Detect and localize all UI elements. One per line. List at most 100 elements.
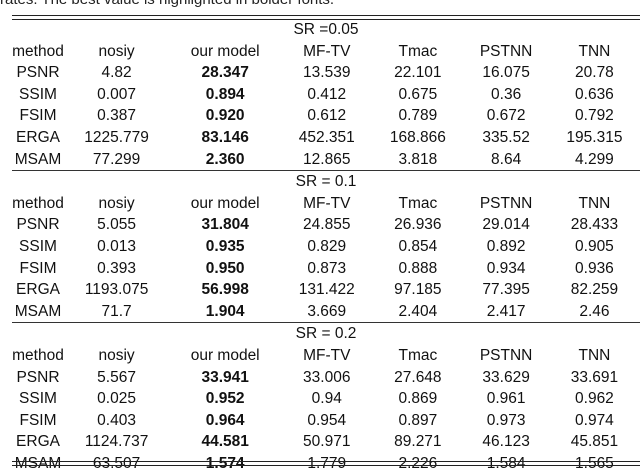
metric-value: 195.315 xyxy=(566,128,623,146)
metric-value: 2.404 xyxy=(398,302,438,320)
column-header: TNN xyxy=(578,194,611,212)
metric-value: 33.691 xyxy=(570,368,619,386)
best-value: 33.941 xyxy=(201,368,249,386)
top-rule-2 xyxy=(12,18,640,20)
table-row: MSAM 71.7 1.904 3.669 2.404 2.417 2.46 xyxy=(12,301,640,323)
metric-value: 0.935 xyxy=(169,236,281,258)
best-value: 0.952 xyxy=(205,390,245,408)
metric-value: 45.851 xyxy=(570,433,619,451)
best-value: 1.574 xyxy=(205,454,245,472)
metric-value: 2.46 xyxy=(579,302,610,320)
metric-name: FSIM xyxy=(19,259,57,277)
metric-value: 24.855 xyxy=(303,216,351,234)
metric-value: 2.417 xyxy=(486,302,526,320)
metric-value: 0.789 xyxy=(398,107,438,125)
metric-value: 8.64 xyxy=(491,150,522,168)
metric-value: 56.998 xyxy=(169,279,281,301)
metric-name: ERGA xyxy=(16,433,60,451)
metric-value: 0.897 xyxy=(398,411,438,429)
metric-value: 0.675 xyxy=(398,85,438,103)
metric-value: 20.78 xyxy=(575,64,614,82)
metric-value: 335.52 xyxy=(482,128,530,146)
table-row: PSNR 4.82 28.347 13.539 22.101 16.075 20.78 xyxy=(12,62,640,84)
metric-value: 0.94 xyxy=(311,390,342,408)
metric-name: SSIM xyxy=(19,390,57,408)
bottom-rule xyxy=(12,461,640,463)
metric-name: ERGA xyxy=(16,281,60,299)
metric-value: 26.936 xyxy=(394,216,442,234)
column-header: method xyxy=(12,346,64,364)
top-rule xyxy=(12,15,640,17)
metric-value: 2.226 xyxy=(398,454,438,472)
metric-name: MSAM xyxy=(14,150,62,168)
column-header: method xyxy=(12,194,64,212)
column-header: PSTNN xyxy=(479,346,533,364)
column-header: TNN xyxy=(578,42,611,60)
column-header: our model xyxy=(190,346,260,364)
metric-value: 0.013 xyxy=(97,237,136,255)
metric-value: 0.936 xyxy=(575,259,614,277)
table-row: FSIM 0.393 0.950 0.873 0.888 0.934 0.936 xyxy=(12,258,640,280)
bottom-rule-2 xyxy=(12,464,640,466)
metric-value: 0.869 xyxy=(398,390,438,408)
metric-value: 1.779 xyxy=(307,454,347,472)
best-value: 2.360 xyxy=(205,150,245,168)
table-row: ERGA 1124.737 44.581 50.971 89.271 46.123 45.8… xyxy=(12,431,640,453)
metric-value: 0.025 xyxy=(97,390,136,408)
metric-value: 3.669 xyxy=(307,302,347,320)
metric-name: ERGA xyxy=(16,128,60,146)
best-value: 56.998 xyxy=(201,281,249,299)
metric-value: 0.934 xyxy=(486,259,526,277)
metric-value: 4.82 xyxy=(101,64,132,82)
column-header: Tmac xyxy=(398,194,438,212)
best-value: 44.581 xyxy=(201,433,249,451)
metric-name: PSNR xyxy=(16,64,60,82)
metric-value: 50.971 xyxy=(303,433,351,451)
column-header: MF-TV xyxy=(303,42,351,60)
best-value: 31.804 xyxy=(201,216,249,234)
metric-value: 28.347 xyxy=(169,62,281,84)
metric-value: 1.574 xyxy=(169,453,281,474)
metric-value: 5.567 xyxy=(97,368,136,386)
metric-value: 44.581 xyxy=(169,431,281,453)
metric-value: 4.299 xyxy=(575,150,614,168)
table-row: SSIM 0.013 0.935 0.829 0.854 0.892 0.905 xyxy=(12,236,640,258)
metric-value: 12.865 xyxy=(303,150,351,168)
metric-value: 0.387 xyxy=(97,107,136,125)
block-header-row: SR = 0.1 xyxy=(12,170,640,193)
column-header: MF-TV xyxy=(303,194,351,212)
best-value: 1.904 xyxy=(205,302,245,320)
metric-value: 22.101 xyxy=(394,64,442,82)
metric-value: 0.894 xyxy=(169,84,281,106)
metric-name: MSAM xyxy=(14,302,62,320)
metric-name: FSIM xyxy=(19,107,57,125)
sampling-rate-title: SR = 0.1 xyxy=(12,170,640,193)
metric-value: 0.672 xyxy=(486,107,526,125)
metric-value: 33.629 xyxy=(482,368,530,386)
metric-value: 97.185 xyxy=(394,281,442,299)
metric-name: FSIM xyxy=(19,411,57,429)
metric-value: 3.818 xyxy=(398,150,438,168)
block-header-row: SR =0.05 xyxy=(12,19,640,41)
metric-value: 5.055 xyxy=(97,216,136,234)
metric-value: 29.014 xyxy=(482,216,530,234)
metric-value: 13.539 xyxy=(303,64,351,82)
metric-value: 16.075 xyxy=(482,64,530,82)
metric-value: 31.804 xyxy=(169,214,281,236)
block-header-row: SR = 0.2 xyxy=(12,322,640,345)
metric-value: 1.565 xyxy=(575,454,614,472)
metric-value: 71.7 xyxy=(101,302,132,320)
metric-value: 1193.075 xyxy=(84,281,149,299)
column-header: nosiy xyxy=(98,42,135,60)
metric-name: PSNR xyxy=(16,216,60,234)
metric-value: 0.952 xyxy=(169,388,281,410)
column-header: nosiy xyxy=(98,194,135,212)
metric-value: 0.920 xyxy=(169,105,281,127)
column-header: nosiy xyxy=(98,346,135,364)
best-value: 28.347 xyxy=(201,64,249,82)
metric-name: MSAM xyxy=(14,454,62,472)
metric-value: 0.873 xyxy=(307,259,347,277)
sampling-rate-title: SR = 0.2 xyxy=(12,322,640,345)
metric-value: 0.905 xyxy=(575,237,614,255)
metric-value: 131.422 xyxy=(298,281,355,299)
